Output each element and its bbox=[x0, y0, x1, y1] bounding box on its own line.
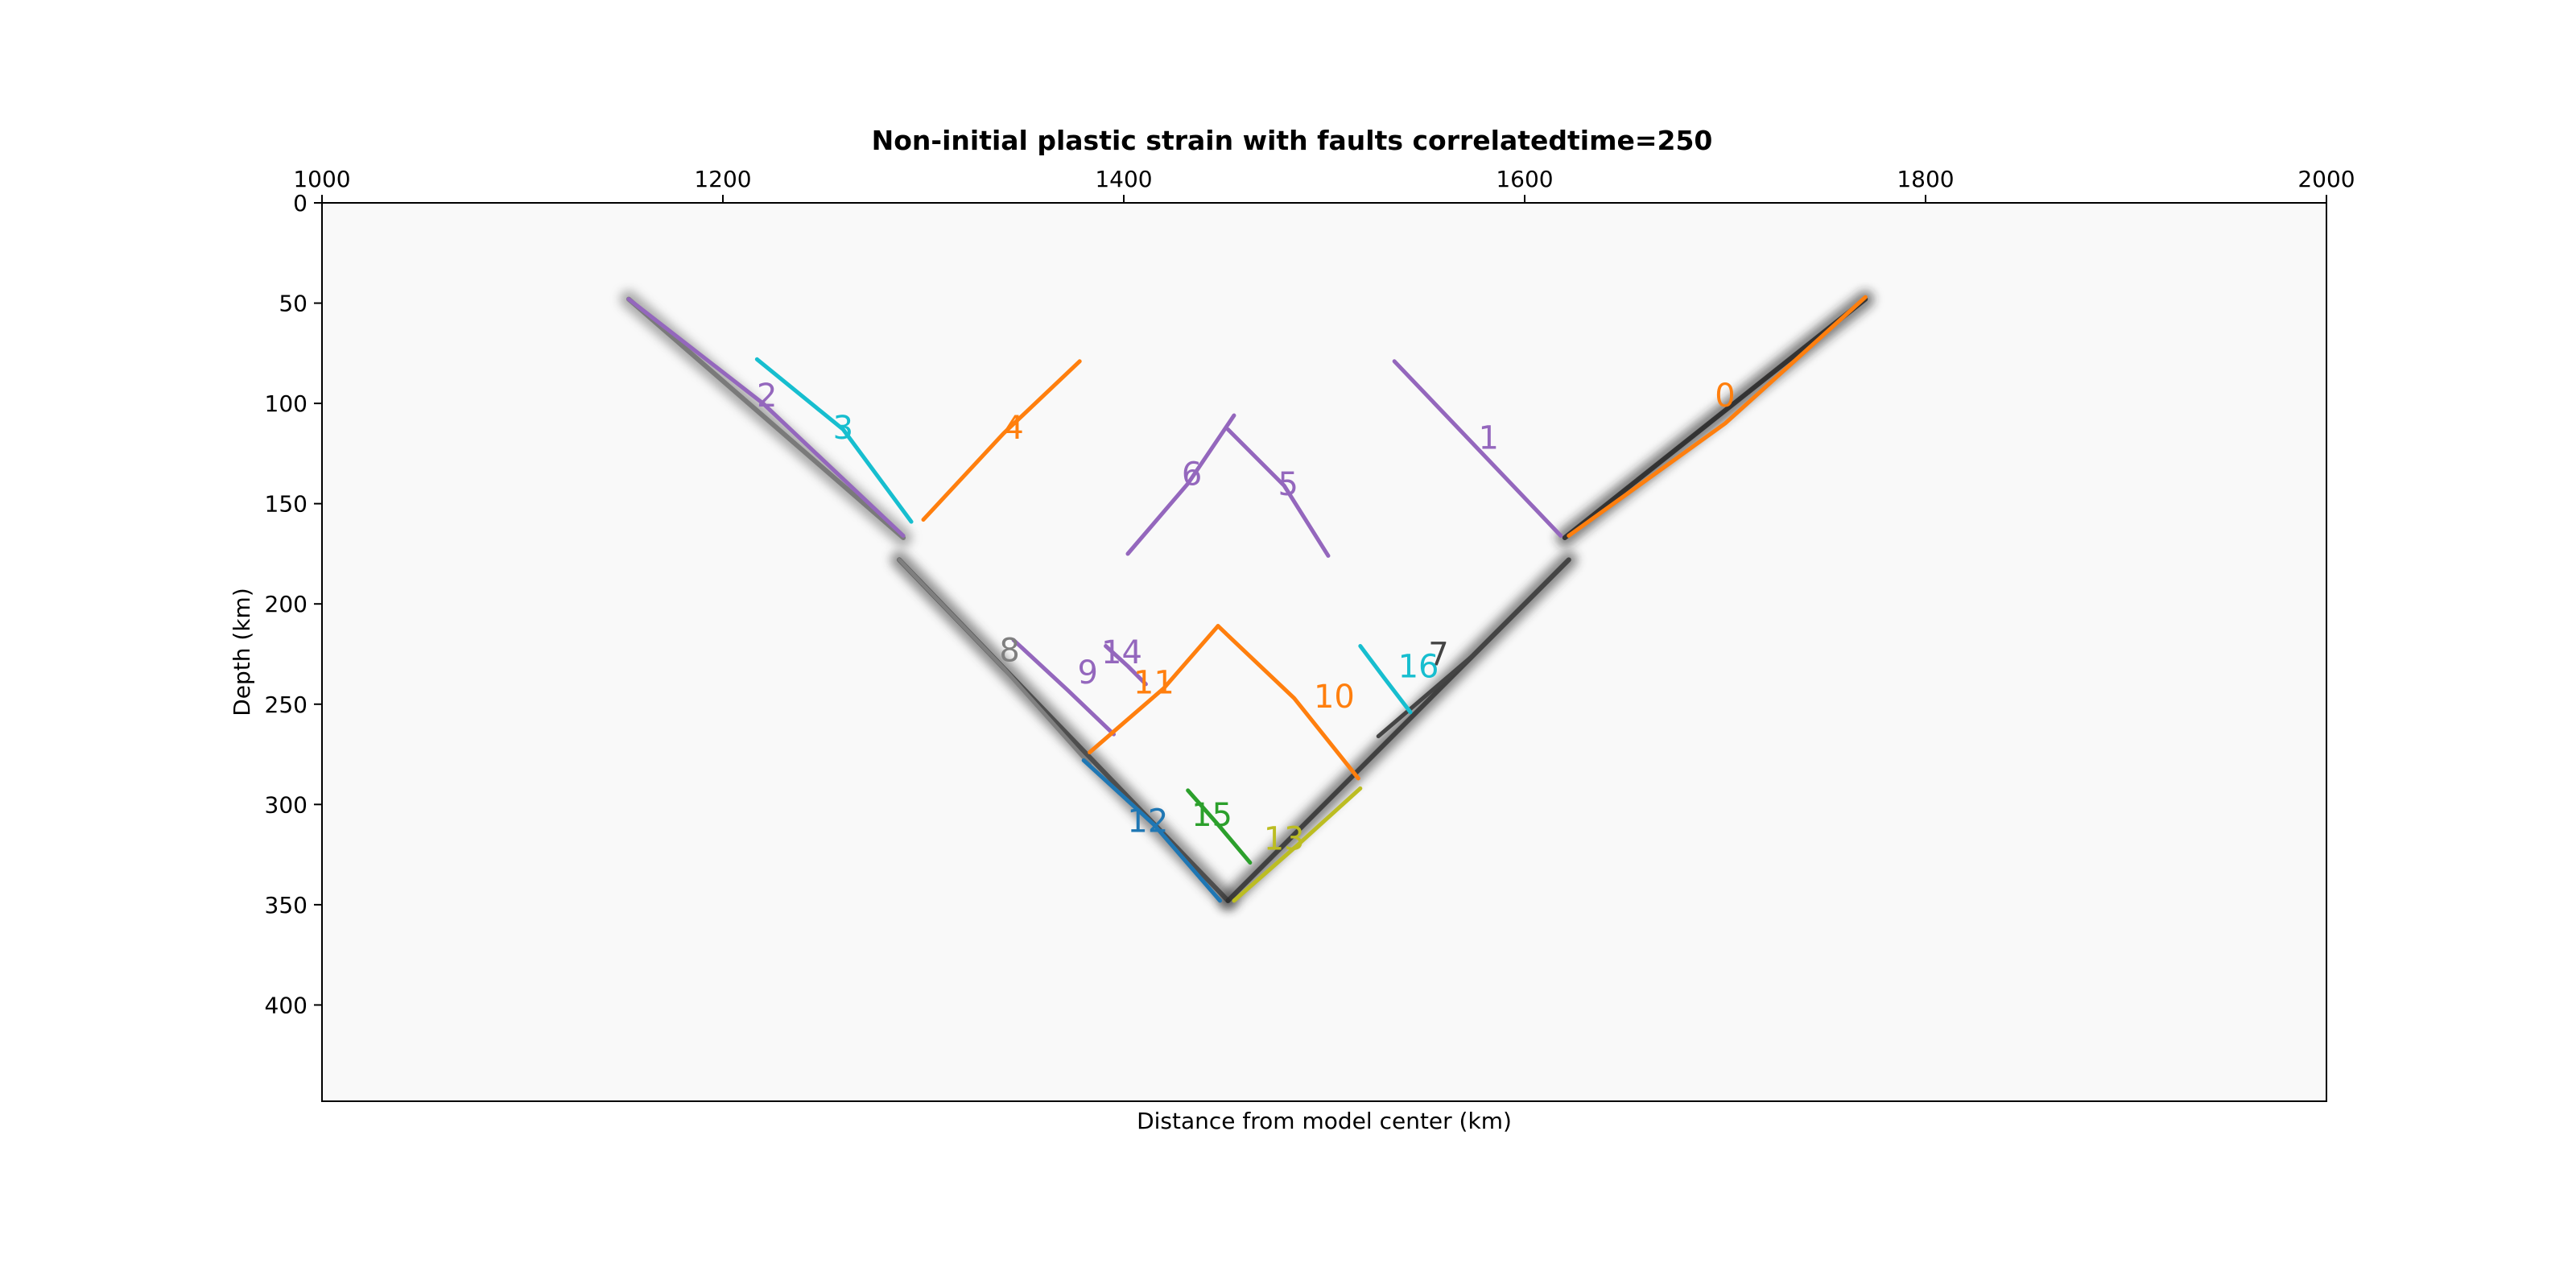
fault-label-0: 0 bbox=[1715, 378, 1735, 415]
fault-label-6: 6 bbox=[1182, 456, 1202, 493]
fault-label-8: 8 bbox=[999, 633, 1019, 670]
fault-line-2 bbox=[626, 297, 906, 539]
fault-label-13: 13 bbox=[1264, 821, 1305, 858]
fault-line-3 bbox=[754, 357, 914, 524]
strain-band-core-1 bbox=[1562, 296, 1868, 541]
fault-label-3: 3 bbox=[833, 410, 853, 447]
plot-frame bbox=[321, 202, 2327, 1102]
y-axis-ticks: 0 50 100 150 200 250 300 350 400 bbox=[265, 190, 322, 1018]
fault-label-10: 10 bbox=[1314, 679, 1355, 716]
fault-lines bbox=[626, 295, 1868, 903]
x-axis-ticks: 1000 1200 1400 1600 1800 2000 bbox=[293, 166, 2355, 203]
fault-label-12: 12 bbox=[1127, 803, 1168, 840]
fault-label-16: 16 bbox=[1398, 648, 1439, 685]
fault-label-2: 2 bbox=[757, 378, 777, 415]
x-tick-label: 1600 bbox=[1496, 166, 1553, 192]
y-tick-label: 0 bbox=[293, 190, 308, 217]
y-tick-label: 400 bbox=[265, 992, 308, 1018]
x-tick-label: 1400 bbox=[1095, 166, 1152, 192]
fault-line-6 bbox=[1125, 413, 1236, 556]
y-tick-label: 250 bbox=[265, 691, 308, 718]
y-tick-label: 100 bbox=[265, 390, 308, 417]
fault-label-14: 14 bbox=[1101, 634, 1142, 671]
chart-title: Non-initial plastic strain with faults c… bbox=[872, 125, 1713, 156]
x-tick-label: 1800 bbox=[1897, 166, 1954, 192]
fault-line-13 bbox=[1232, 786, 1363, 903]
fault-line-16 bbox=[1358, 644, 1413, 715]
fault-line-9 bbox=[1011, 638, 1117, 737]
fault-label-4: 4 bbox=[1003, 410, 1023, 447]
strain-band-core-0 bbox=[625, 296, 906, 541]
fault-line-5 bbox=[1225, 427, 1331, 558]
fault-label-15: 15 bbox=[1191, 797, 1232, 834]
y-tick-label: 150 bbox=[265, 491, 308, 518]
x-tick-label: 1200 bbox=[694, 166, 751, 192]
fault-label-11: 11 bbox=[1133, 664, 1174, 701]
y-tick-label: 50 bbox=[279, 291, 308, 317]
fault-line-11 bbox=[1088, 624, 1220, 755]
x-tick-label: 1000 bbox=[293, 166, 350, 192]
y-axis-label: Depth (km) bbox=[229, 588, 255, 716]
x-axis-label: Distance from model center (km) bbox=[1137, 1108, 1512, 1134]
x-tick-label: 2000 bbox=[2297, 166, 2355, 192]
fault-label-5: 5 bbox=[1278, 466, 1298, 503]
fault-line-1 bbox=[1392, 359, 1563, 539]
y-tick-label: 200 bbox=[265, 591, 308, 617]
fault-line-4 bbox=[921, 359, 1082, 522]
plot-area bbox=[322, 203, 2326, 1101]
fault-line-14 bbox=[1104, 644, 1148, 687]
y-tick-label: 300 bbox=[265, 791, 308, 818]
fault-line-0 bbox=[1567, 295, 1868, 539]
fault-line-10 bbox=[1216, 624, 1360, 781]
fault-line-15 bbox=[1186, 788, 1253, 865]
fault-line-8 bbox=[897, 557, 1092, 766]
fault-line-7 bbox=[1376, 557, 1571, 739]
y-tick-label: 350 bbox=[265, 892, 308, 919]
fault-label-1: 1 bbox=[1478, 419, 1498, 456]
fault-label-9: 9 bbox=[1077, 654, 1097, 691]
fault-label-7: 7 bbox=[1428, 636, 1448, 673]
fault-line-12 bbox=[1081, 758, 1223, 903]
